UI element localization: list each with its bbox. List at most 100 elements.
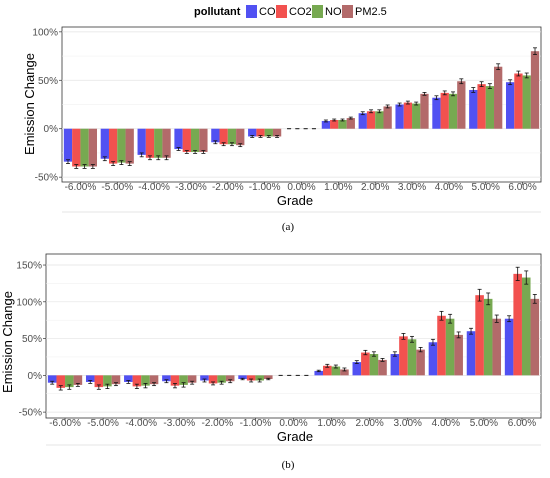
- bar-co2-b: [437, 315, 446, 376]
- y-axis-label-b: Emission Change: [0, 291, 15, 393]
- legend-swatch-pm25: [342, 5, 353, 18]
- x-tick-label: -3.00%: [163, 418, 195, 429]
- x-tick-label: 1.00%: [317, 418, 345, 429]
- bar-nox-a: [117, 128, 126, 163]
- x-tick-label: -6.00%: [49, 418, 81, 429]
- bar-nox-a: [154, 128, 163, 158]
- bar-pm25-b: [378, 359, 387, 376]
- x-tick-label: -1.00%: [240, 418, 272, 429]
- bar-co2-b: [513, 273, 522, 376]
- bar-co2-b: [323, 365, 332, 376]
- bar-co-a: [321, 120, 331, 129]
- bar-nox-a: [227, 128, 237, 145]
- bar-co-a: [432, 97, 441, 129]
- bar-nox-b: [407, 339, 417, 376]
- bar-co2-a: [145, 128, 155, 158]
- bar-co-b: [238, 375, 247, 380]
- x-tick-label: -1.00%: [249, 182, 281, 193]
- bar-pm25-a: [530, 51, 540, 129]
- legend-swatch-nox: [312, 5, 323, 18]
- x-tick-label: -5.00%: [101, 182, 133, 193]
- bar-pm25-b: [530, 298, 540, 376]
- bar-co2-a: [330, 120, 339, 129]
- bar-nox-a: [448, 93, 458, 129]
- bar-co2-a: [366, 111, 376, 129]
- x-tick-label: 6.00%: [508, 418, 536, 429]
- bar-nox-a: [522, 75, 531, 129]
- x-tick-label: 2.00%: [361, 182, 389, 193]
- y-tick-label: 50%: [38, 76, 58, 87]
- legend: pollutant CO CO2 NOx PM2.5: [194, 5, 387, 18]
- x-tick-label: 4.00%: [432, 418, 460, 429]
- bar-pm25-a: [236, 128, 245, 146]
- bar-co-a: [469, 89, 478, 129]
- bar-nox-a: [338, 120, 347, 129]
- x-tick-label: 4.00%: [435, 182, 463, 193]
- bar-co2-a: [403, 102, 413, 129]
- bar-co2-a: [477, 84, 486, 129]
- bar-co2-b: [208, 375, 218, 384]
- bar-nox-a: [264, 128, 273, 137]
- bar-co2-a: [72, 128, 81, 167]
- bar-co-a: [100, 128, 109, 159]
- bar-pm25-a: [420, 93, 429, 129]
- bar-co2-b: [94, 375, 104, 388]
- y-tick-label: 0%: [28, 371, 43, 382]
- bar-nox-b: [369, 354, 379, 376]
- bar-co-a: [211, 128, 220, 143]
- bar-nox-b: [141, 375, 150, 386]
- bar-pm25-b: [492, 318, 502, 376]
- bar-nox-a: [80, 128, 89, 167]
- bar-co2-b: [475, 295, 484, 376]
- bar-pm25-a: [272, 128, 282, 137]
- bar-co-a: [174, 128, 183, 150]
- bar-co2-b: [361, 352, 370, 376]
- legend-label-co: CO: [259, 6, 276, 18]
- bar-co2-a: [108, 128, 118, 164]
- caption-b: (b): [282, 459, 295, 471]
- bar-co-a: [63, 128, 73, 162]
- bar-pm25-a: [494, 66, 503, 129]
- bar-nox-b: [445, 318, 455, 376]
- bar-co-a: [395, 104, 404, 129]
- chart-panel-a: Emission Change Grade (a) -50% 0% 50% 100% -…: [22, 26, 542, 233]
- bar-co-b: [162, 375, 171, 382]
- legend-label-nox: NOx: [325, 6, 348, 18]
- x-tick-label: 6.00%: [508, 182, 536, 193]
- y-tick-label: -50%: [19, 408, 42, 419]
- x-tick-label: -3.00%: [175, 182, 207, 193]
- bar-pm25-b: [340, 369, 349, 376]
- bar-co2-a: [182, 128, 191, 152]
- y-tick-label: 100%: [16, 297, 42, 308]
- bar-co2-b: [132, 375, 142, 387]
- x-tick-label: 3.00%: [398, 182, 426, 193]
- bar-co-b: [47, 375, 57, 383]
- bar-co-a: [248, 128, 257, 137]
- legend-label-pm25: PM2.5: [355, 6, 387, 18]
- bar-co2-b: [170, 375, 180, 386]
- chart-panel-b: Emission Change Grade (b) -50% 0% 50% 100% 1…: [0, 253, 542, 471]
- x-tick-label: -4.00%: [125, 418, 157, 429]
- y-tick-label: 150%: [16, 261, 42, 272]
- x-tick-label: 2.00%: [355, 418, 383, 429]
- bar-co2-b: [246, 375, 256, 381]
- y-axis-label-a: Emission Change: [22, 53, 37, 155]
- bar-pm25-a: [383, 106, 392, 129]
- caption-a: (a): [282, 221, 295, 233]
- y-tick-label: 100%: [32, 27, 58, 38]
- bar-co-a: [358, 113, 367, 129]
- legend-swatch-co2: [276, 5, 287, 18]
- bar-co-b: [428, 342, 438, 376]
- bar-nox-a: [412, 103, 421, 129]
- bar-co2-b: [399, 336, 408, 376]
- bar-pm25-b: [416, 349, 425, 376]
- x-axis-label-b: Grade: [277, 429, 313, 444]
- bar-co2-a: [440, 92, 449, 129]
- bar-nox-b: [521, 277, 531, 376]
- bar-nox-b: [483, 298, 493, 376]
- bar-nox-b: [217, 375, 226, 383]
- bar-co-a: [505, 82, 515, 129]
- bar-co2-a: [514, 73, 523, 129]
- y-tick-label: 50%: [22, 334, 42, 345]
